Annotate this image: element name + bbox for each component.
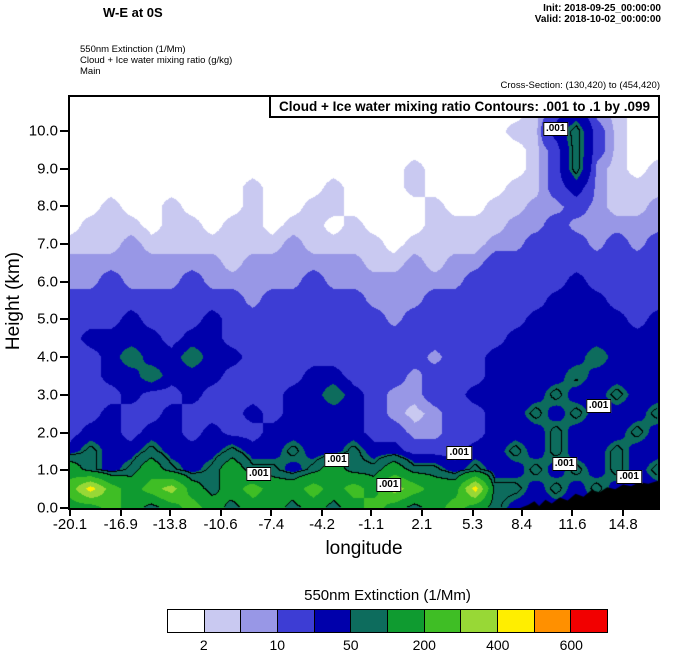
contour-value-label: .001: [446, 446, 472, 461]
y-axis-tick-label: 5.0: [37, 310, 58, 328]
colorbar-cell: [534, 610, 572, 632]
colorbar-cell: [314, 610, 352, 632]
colorbar-tick-label: 2: [199, 637, 208, 653]
model-times: Init: 2018-09-25_00:00:00 Valid: 2018-10…: [535, 3, 661, 25]
x-axis-tick-mark: [520, 510, 523, 516]
colorbar-cell: [424, 610, 462, 632]
y-axis-tick-label: 4.0: [37, 348, 58, 366]
colorbar-tick-label: 50: [342, 637, 359, 653]
y-axis-tick-mark: [60, 318, 68, 321]
field-descriptions: 550nm Extinction (1/Mm) Cloud + Ice wate…: [80, 44, 232, 77]
y-axis-tick-label: 3.0: [37, 386, 58, 404]
y-axis-tick-label: 8.0: [37, 197, 58, 215]
colorbar-tick-label: 10: [269, 637, 286, 653]
colorbar-cell: [241, 610, 279, 632]
plot-area: .001 .001 .001 .001 .001 .001 .001 .001 Cloud +…: [68, 95, 660, 510]
x-axis-label: longitude: [325, 538, 403, 559]
colorbar-cell: [498, 610, 535, 632]
contour-value-label: .001: [542, 121, 569, 136]
x-axis-tick-label: -13.8: [152, 516, 187, 533]
colorbar-cell: [278, 610, 315, 632]
y-axis-tick-label: 1.0: [37, 461, 58, 479]
contour-labels-layer: .001 .001 .001 .001 .001 .001 .001 .001: [70, 97, 658, 508]
contour-value-label: .001: [324, 453, 350, 468]
y-axis-tick-label: 9.0: [37, 160, 58, 178]
x-axis-tick-label: 2.1: [411, 516, 433, 533]
contour-value-label: .001: [551, 457, 578, 472]
contour-value-label: .001: [585, 399, 612, 414]
field-description-domain: Main: [80, 66, 101, 77]
colorbar-cell: [388, 610, 425, 632]
x-axis-tick-mark: [168, 510, 171, 516]
contour-info-box: Cloud + Ice water mixing ratio Contours:…: [269, 95, 660, 118]
y-axis-tick-label: 7.0: [37, 235, 58, 253]
colorbar-cell: [168, 610, 205, 632]
y-axis-tick-mark: [60, 393, 68, 396]
cross-section-info: Cross-Section: (130,420) to (454,420): [500, 80, 660, 91]
x-axis-tick-mark: [321, 510, 323, 516]
colorbar-tick-label: 200: [412, 637, 436, 653]
y-axis-tick-mark: [60, 280, 68, 283]
field-description-mixing-ratio: Cloud + Ice water mixing ratio (g/kg): [80, 55, 233, 66]
x-axis-tick-mark: [270, 510, 273, 516]
y-axis-tick-label: 6.0: [37, 273, 58, 291]
x-axis-tick-mark: [69, 510, 71, 516]
x-axis-tick-label: 8.4: [511, 516, 533, 533]
x-axis-tick-label: -10.6: [203, 516, 238, 533]
page-title: W-E at 0S: [103, 5, 163, 20]
colorbar-tick-label: 400: [486, 637, 510, 653]
x-axis-tick-label: -20.1: [52, 516, 88, 533]
x-axis-tick-label: -1.1: [358, 516, 385, 533]
x-axis-tick-mark: [420, 510, 423, 516]
contour-value-label: .001: [375, 478, 402, 493]
colorbar-tick-label: 600: [559, 637, 583, 653]
x-axis-tick-mark: [571, 510, 574, 516]
y-axis-tick-mark: [60, 431, 68, 434]
y-axis-tick-mark: [60, 205, 68, 208]
colorbar: [167, 609, 608, 633]
y-axis-tick-mark: [60, 469, 68, 472]
valid-time: Valid: 2018-10-02_00:00:00: [534, 14, 661, 25]
y-axis-tick-mark: [60, 129, 68, 132]
y-axis-tick-mark: [60, 243, 68, 246]
x-axis-tick-label: 5.3: [462, 516, 483, 533]
x-axis-tick-mark: [370, 510, 373, 516]
contour-field-canvas: [70, 97, 658, 508]
x-axis-tick-label: 11.6: [558, 516, 587, 533]
colorbar-title: 550nm Extinction (1/Mm): [304, 587, 471, 604]
y-axis-tick-mark: [60, 356, 68, 359]
y-axis-tick-mark: [60, 507, 68, 509]
colorbar-cell: [571, 610, 608, 632]
x-axis-tick-mark: [119, 510, 122, 516]
y-axis-tick-mark: [60, 167, 68, 170]
y-axis-label: Height (km): [3, 251, 24, 351]
init-time: Init: 2018-09-25_00:00:00: [543, 3, 661, 14]
colorbar-cell: [204, 610, 242, 632]
y-axis-tick-label: 0.0: [37, 499, 58, 517]
x-axis-tick-mark: [219, 510, 222, 516]
x-axis-tick-mark: [622, 510, 625, 516]
y-axis-tick-label: 2.0: [37, 424, 58, 442]
x-axis-tick-mark: [471, 510, 474, 516]
field-description-extinction: 550nm Extinction (1/Mm): [80, 44, 186, 55]
colorbar-cell: [461, 610, 499, 632]
x-axis-tick-label: -7.4: [258, 516, 285, 533]
x-axis-tick-label: 14.8: [608, 516, 638, 533]
colorbar-cell: [351, 610, 389, 632]
x-axis-tick-label: -16.9: [103, 516, 138, 533]
contour-value-label: .001: [616, 470, 642, 485]
contour-value-label: .001: [246, 467, 272, 482]
x-axis-tick-label: -4.2: [309, 516, 335, 533]
y-axis-tick-label: 10.0: [28, 122, 58, 140]
